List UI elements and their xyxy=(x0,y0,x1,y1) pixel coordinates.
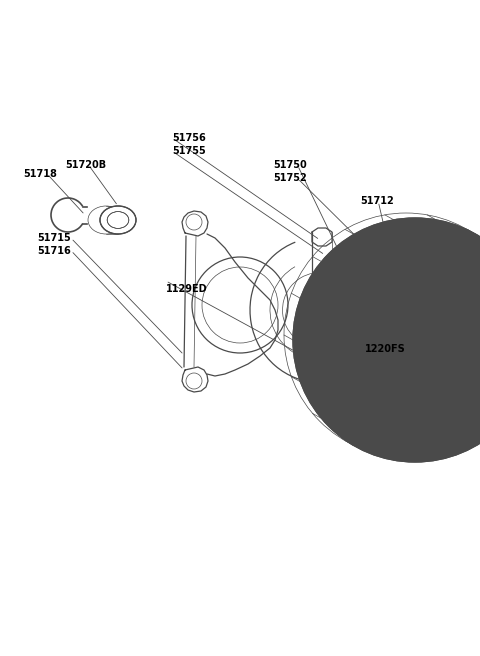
Ellipse shape xyxy=(441,390,447,396)
Text: 51756: 51756 xyxy=(172,133,205,143)
Text: 51715: 51715 xyxy=(37,233,71,243)
Circle shape xyxy=(408,278,422,292)
Circle shape xyxy=(401,326,429,354)
Text: 1220FS: 1220FS xyxy=(365,344,406,354)
Circle shape xyxy=(380,305,400,325)
Ellipse shape xyxy=(305,359,315,367)
Text: 51712: 51712 xyxy=(360,196,394,207)
Circle shape xyxy=(460,316,474,330)
Circle shape xyxy=(356,316,370,330)
Text: 51718: 51718 xyxy=(23,169,57,179)
Circle shape xyxy=(440,377,455,392)
Text: 51752: 51752 xyxy=(274,173,307,184)
Text: 51750: 51750 xyxy=(274,160,307,171)
Circle shape xyxy=(293,218,480,462)
Circle shape xyxy=(376,377,390,392)
Text: 1129ED: 1129ED xyxy=(166,283,207,294)
Text: 51720B: 51720B xyxy=(65,160,106,171)
Ellipse shape xyxy=(100,206,136,234)
Text: 51716: 51716 xyxy=(37,245,71,256)
Circle shape xyxy=(350,275,430,355)
Text: 51755: 51755 xyxy=(172,146,205,156)
